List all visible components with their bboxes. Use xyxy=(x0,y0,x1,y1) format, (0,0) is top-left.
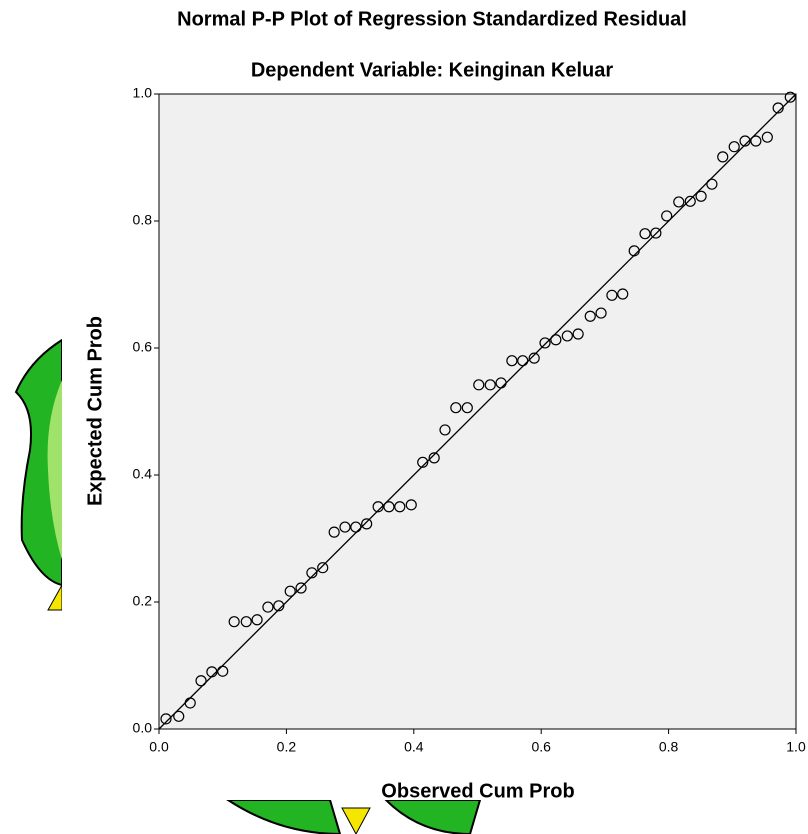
y-tick-label: 0.6 xyxy=(133,339,153,355)
y-axis-label: Expected Cum Prob xyxy=(84,316,106,506)
y-tick-label: 1.0 xyxy=(133,85,153,101)
y-tick-label: 0.4 xyxy=(133,466,153,482)
y-tick-label: 0.2 xyxy=(133,593,153,609)
x-tick-label: 1.0 xyxy=(786,739,806,755)
x-tick-label: 0.8 xyxy=(659,739,679,755)
x-tick-label: 0.4 xyxy=(404,739,424,755)
y-tick-label: 0.0 xyxy=(133,720,153,736)
chart-subtitle: Dependent Variable: Keinginan Keluar xyxy=(251,59,614,81)
chart: Normal P-P Plot of Regression Standardiz… xyxy=(0,0,808,834)
x-axis-label: Observed Cum Prob xyxy=(381,780,574,802)
y-tick-label: 0.8 xyxy=(133,212,153,228)
x-tick-label: 0.0 xyxy=(149,739,169,755)
x-tick-label: 0.6 xyxy=(531,739,551,755)
chart-title: Normal P-P Plot of Regression Standardiz… xyxy=(177,8,687,30)
x-tick-label: 0.2 xyxy=(277,739,297,755)
